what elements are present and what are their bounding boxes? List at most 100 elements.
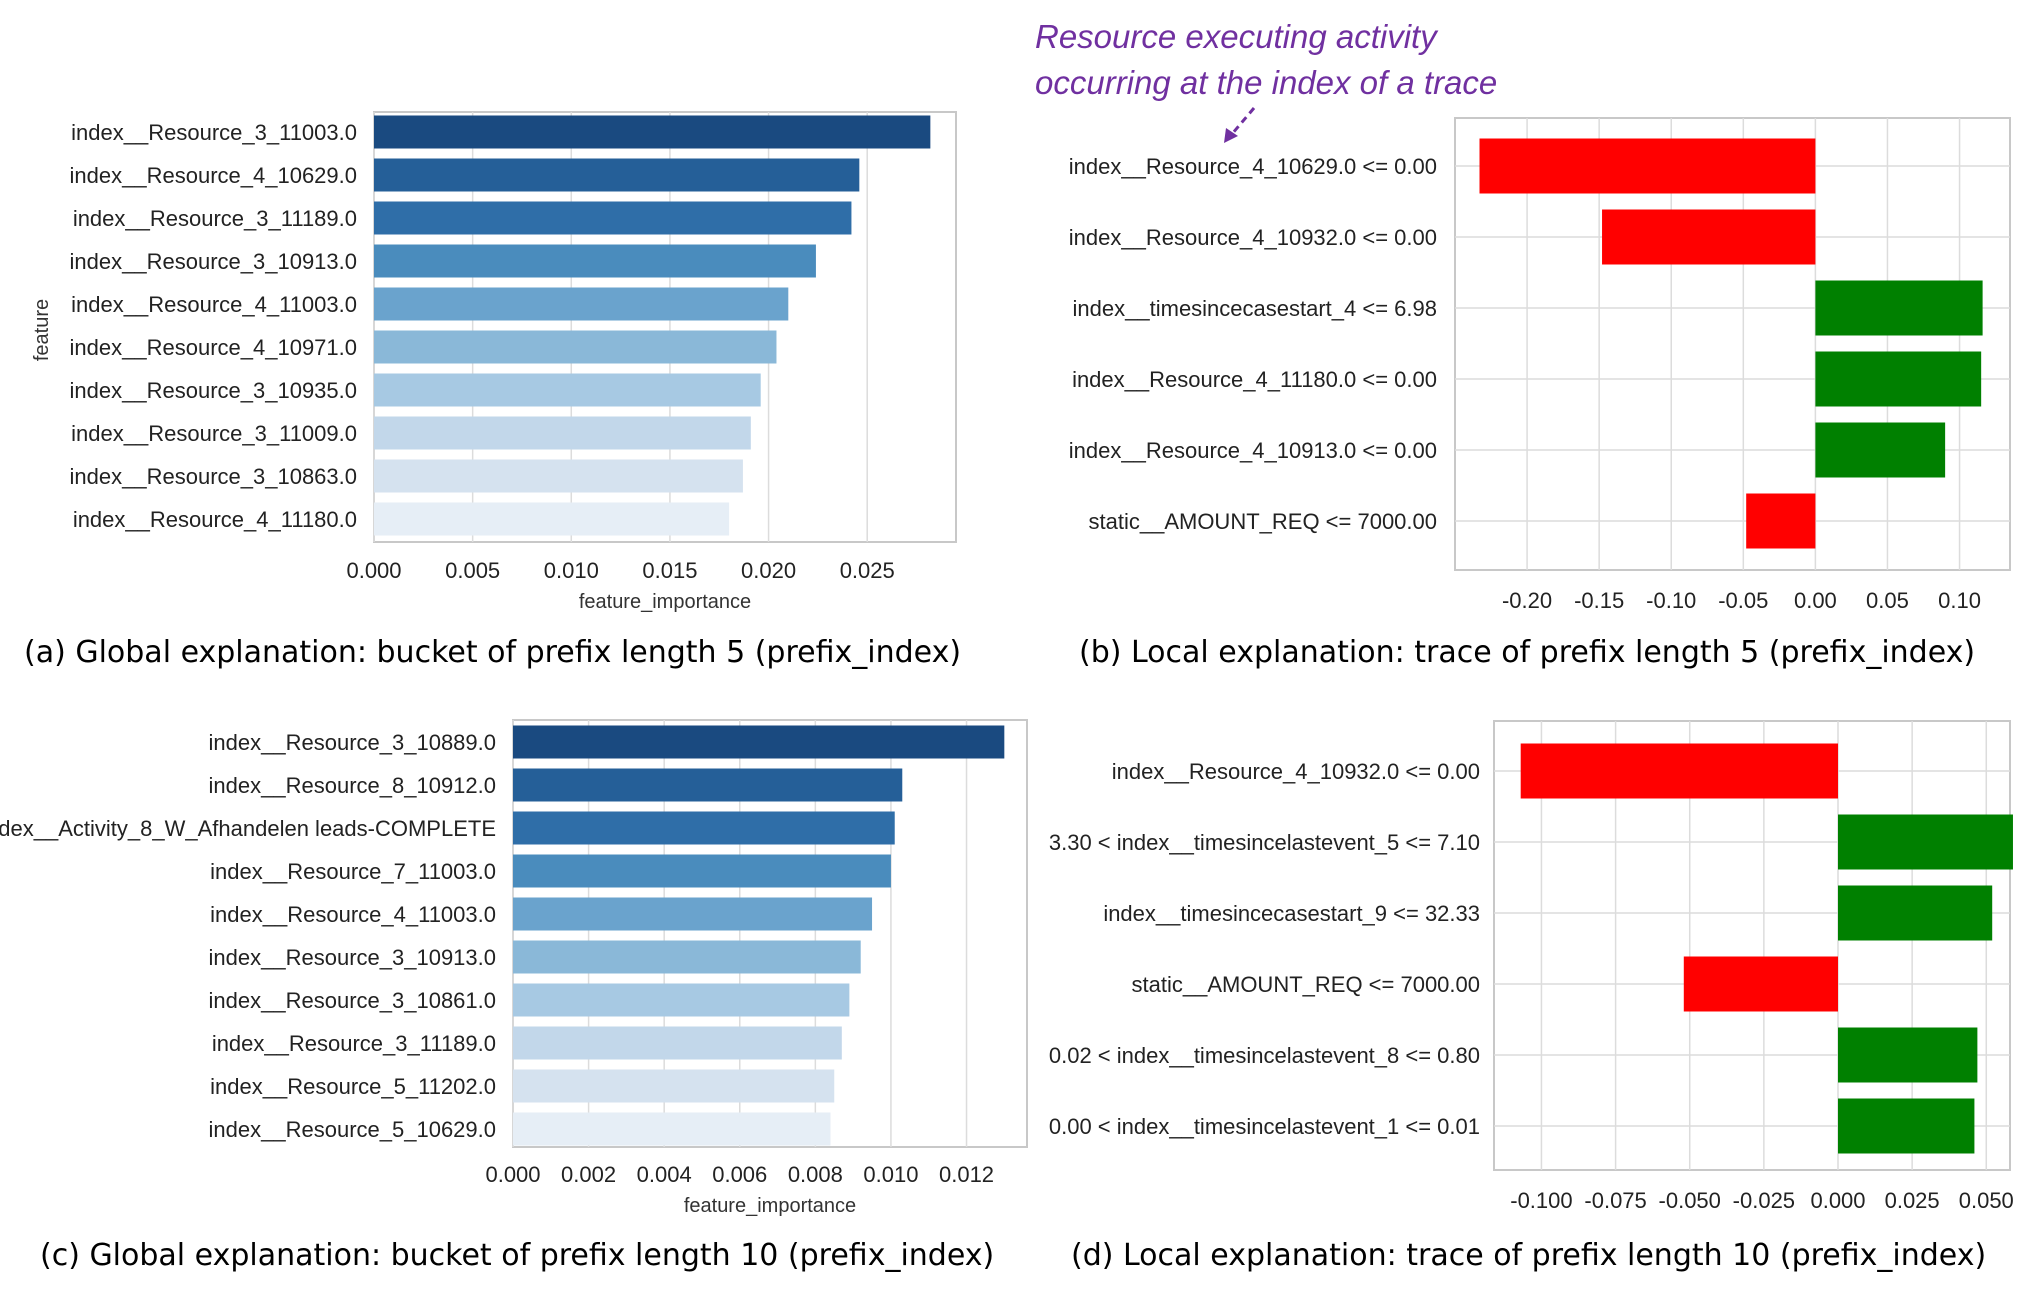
y-tick-label: index__Resource_3_10863.0 (70, 464, 357, 489)
y-tick-label: 3.30 < index__timesincelastevent_5 <= 7.… (1049, 830, 1480, 855)
chart-c-global-prefix10: 0.000 0.002 0.004 0.006 0.008 0.010 0.012 index… (0, 719, 1028, 1273)
y-tick-label: index__Resource_3_11189.0 (73, 206, 357, 231)
y-tick-label: index__Resource_4_10971.0 (70, 335, 357, 360)
y-tick-label: static__AMOUNT_REQ <= 7000.00 (1089, 509, 1438, 534)
x-tick-label: 0.008 (788, 1162, 843, 1187)
bar (513, 1026, 842, 1060)
y-tick-label: index__Resource_3_10935.0 (70, 378, 357, 403)
bar (1602, 209, 1816, 265)
bar (1838, 1098, 1975, 1154)
bar (374, 287, 789, 321)
bar (374, 244, 816, 278)
chart-a-global-prefix5: 0.000 0.005 0.010 0.015 0.020 0.025 index__Res… (24, 111, 961, 670)
bar (513, 811, 895, 845)
y-tick-label: index__Resource_4_10629.0 <= 0.00 (1069, 154, 1437, 179)
bar (513, 940, 861, 974)
x-tick-label: 0.10 (1938, 588, 1981, 613)
panel-caption: (d) Local explanation: trace of prefix l… (1071, 1238, 1986, 1273)
plot-frame (1454, 117, 2011, 571)
annotation-arrow-shaft (1230, 107, 1256, 135)
y-tick-label: index__Resource_4_10932.0 <= 0.00 (1112, 759, 1480, 784)
bar (374, 201, 852, 235)
x-tick-label: 0.010 (863, 1162, 918, 1187)
chart-d-local-prefix10: -0.100 -0.075 -0.050 -0.025 0.000 0.025 0.050 i… (1049, 720, 2014, 1273)
bar (1838, 885, 1993, 941)
x-tick-label: -0.100 (1510, 1188, 1572, 1213)
x-tick-label: -0.15 (1574, 588, 1624, 613)
bar (1746, 493, 1816, 549)
x-tick-label: 0.012 (939, 1162, 994, 1187)
bar (513, 725, 1005, 759)
y-tick-label: index__Resource_3_11009.0 (71, 421, 357, 446)
y-tick-label: index__Resource_4_11003.0 (71, 292, 357, 317)
y-tick-label: index__Resource_4_10932.0 <= 0.00 (1069, 225, 1437, 250)
panel-caption: (c) Global explanation: bucket of prefix… (40, 1238, 994, 1273)
x-tick-label: -0.025 (1733, 1188, 1795, 1213)
bar (374, 158, 860, 192)
x-tick-label: 0.020 (741, 558, 796, 583)
x-tick-label: -0.05 (1718, 588, 1768, 613)
x-tick-label: 0.00 (1794, 588, 1837, 613)
y-tick-label: index__Resource_4_10913.0 <= 0.00 (1069, 438, 1437, 463)
bar (1815, 280, 1983, 336)
x-tick-label: -0.20 (1502, 588, 1552, 613)
bar (374, 459, 743, 493)
x-tick-label: -0.10 (1646, 588, 1696, 613)
y-tick-label: index__Activity_8_W_Afhandelen leads-COM… (0, 816, 496, 841)
y-tick-label: index__Resource_4_11003.0 (210, 902, 496, 927)
bar (1815, 422, 1946, 478)
x-tick-label: 0.025 (840, 558, 895, 583)
y-tick-label: index__Resource_4_11180.0 <= 0.00 (1072, 367, 1437, 392)
panel-caption: (a) Global explanation: bucket of prefix… (24, 635, 961, 670)
x-axis-label: feature_importance (579, 591, 751, 613)
bar (1815, 351, 1982, 407)
x-tick-label: 0.002 (561, 1162, 616, 1187)
bar (1838, 1027, 1978, 1083)
panel-caption: (b) Local explanation: trace of prefix l… (1079, 635, 1975, 670)
x-tick-label: -0.075 (1584, 1188, 1646, 1213)
x-tick-label: 0.010 (544, 558, 599, 583)
y-tick-label: 0.00 < index__timesincelastevent_1 <= 0.… (1049, 1114, 1480, 1139)
bar (374, 416, 751, 450)
bar (1838, 814, 2013, 870)
annotation-line-2: occurring at the index of a trace (1035, 64, 1497, 101)
y-tick-label: 0.02 < index__timesincelastevent_8 <= 0.… (1049, 1043, 1480, 1068)
x-tick-label: 0.050 (1959, 1188, 2014, 1213)
y-tick-label: index__Resource_5_10629.0 (209, 1117, 496, 1142)
bar (513, 854, 891, 888)
plot-frame (1493, 720, 2011, 1171)
chart-b-local-prefix5: -0.20 -0.15 -0.10 -0.05 0.00 0.05 0.10 index__R… (1069, 117, 2011, 670)
bar (1520, 743, 1838, 799)
bar (1683, 956, 1838, 1012)
y-tick-label: index__Resource_3_10913.0 (70, 249, 357, 274)
y-axis-label: feature (31, 299, 53, 361)
bar (374, 115, 931, 149)
annotation-line-1: Resource executing activity (1035, 18, 1439, 55)
x-tick-label: 0.015 (642, 558, 697, 583)
bar (513, 1069, 835, 1103)
y-tick-label: index__Resource_5_11202.0 (210, 1074, 496, 1099)
y-tick-label: index__Resource_3_11003.0 (71, 120, 357, 145)
bar (374, 330, 777, 364)
bar (513, 1112, 831, 1146)
bar (374, 502, 730, 536)
x-tick-label: 0.05 (1866, 588, 1909, 613)
x-tick-label: 0.000 (1810, 1188, 1865, 1213)
x-tick-label: 0.006 (712, 1162, 767, 1187)
y-tick-label: index__Resource_8_10912.0 (209, 773, 496, 798)
annotation-arrow-head (1224, 128, 1238, 143)
y-tick-label: index__Resource_4_10629.0 (70, 163, 357, 188)
x-tick-label: 0.004 (637, 1162, 692, 1187)
x-tick-label: 0.000 (485, 1162, 540, 1187)
y-tick-label: index__Resource_3_10889.0 (209, 730, 496, 755)
y-tick-label: index__Resource_4_11180.0 (73, 507, 357, 532)
y-tick-label: index__Resource_3_11189.0 (212, 1031, 496, 1056)
y-tick-label: static__AMOUNT_REQ <= 7000.00 (1132, 972, 1481, 997)
y-tick-label: index__timesincecasestart_9 <= 32.33 (1103, 901, 1480, 926)
x-tick-label: -0.050 (1659, 1188, 1721, 1213)
x-tick-label: 0.000 (346, 558, 401, 583)
y-tick-label: index__Resource_3_10861.0 (209, 988, 496, 1013)
bar (513, 897, 873, 931)
x-tick-label: 0.005 (445, 558, 500, 583)
